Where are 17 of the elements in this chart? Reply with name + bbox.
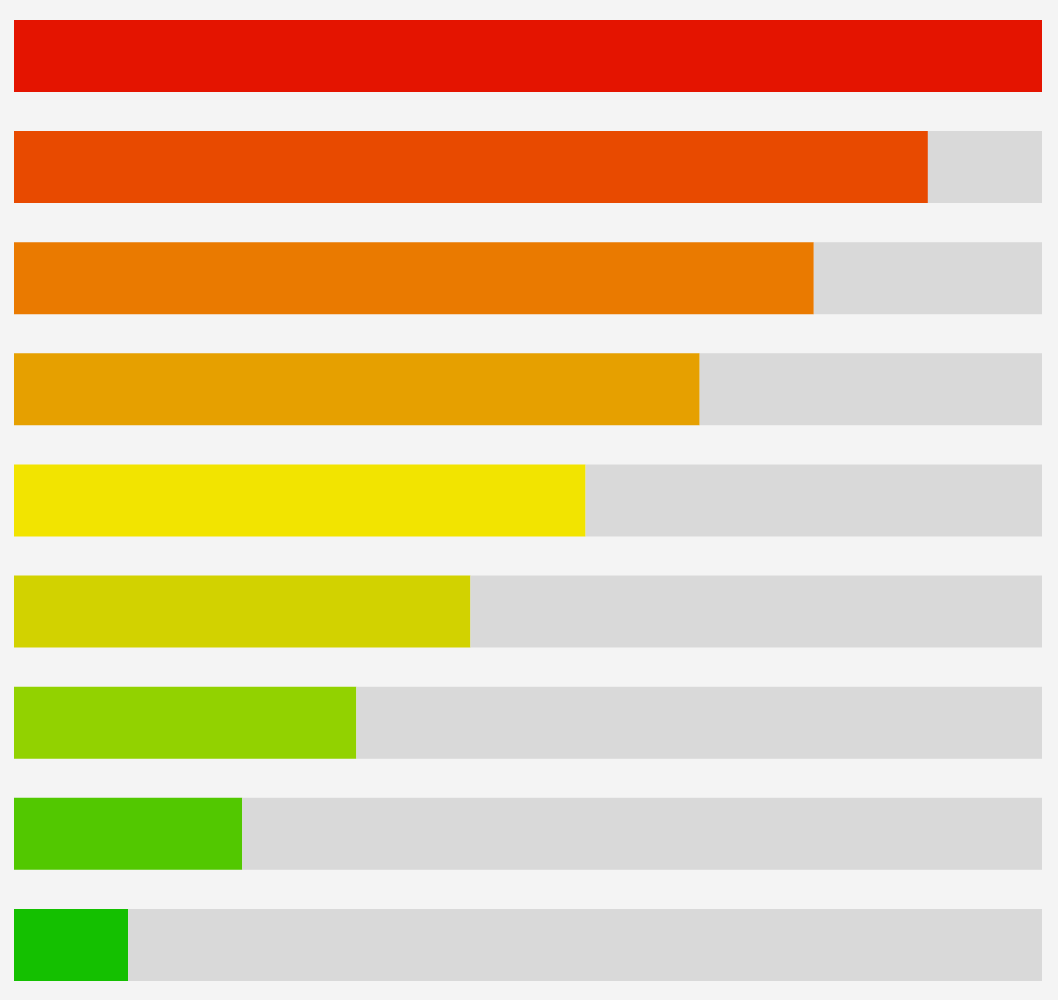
- bar: [470, 575, 1042, 648]
- bar: [242, 797, 1042, 870]
- bar: [356, 686, 1042, 759]
- bar: [14, 908, 129, 981]
- bar: [14, 20, 1042, 92]
- bar: [14, 797, 243, 870]
- bar: [699, 353, 1042, 426]
- bar: [14, 575, 471, 648]
- bar: [14, 353, 700, 426]
- bar: [585, 464, 1042, 537]
- bar: [14, 242, 814, 315]
- bar: [927, 131, 1042, 204]
- bar: [14, 686, 357, 759]
- bar: [14, 464, 586, 537]
- bar: [813, 242, 1042, 315]
- bar: [128, 908, 1042, 981]
- bar: [14, 131, 928, 204]
